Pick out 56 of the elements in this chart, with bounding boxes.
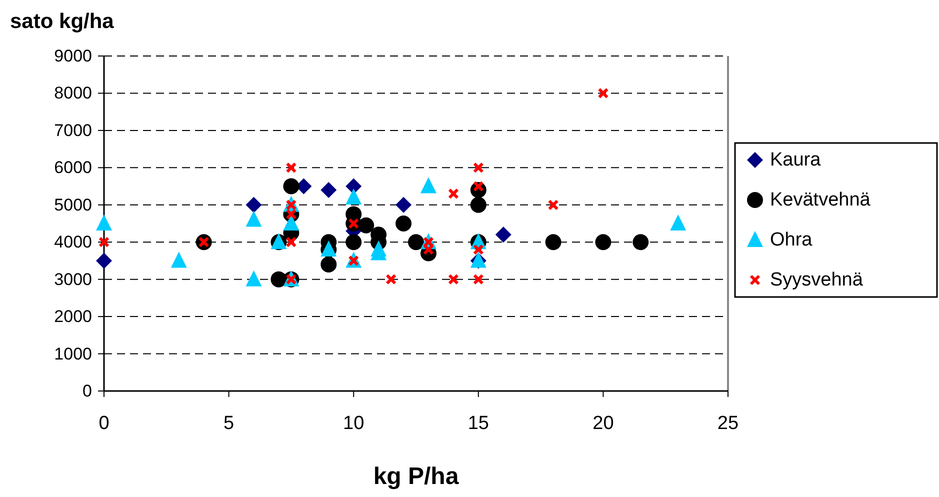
- point: [283, 214, 300, 230]
- y-tick-label: 4000: [54, 232, 92, 252]
- point: [448, 188, 459, 200]
- point: [495, 226, 512, 243]
- point: [246, 210, 262, 227]
- point: [448, 274, 459, 285]
- point: [286, 162, 297, 174]
- point: [98, 236, 110, 248]
- x-tick-label: 20: [592, 413, 614, 434]
- y-tick-label: 9000: [54, 46, 92, 66]
- y-tick-label: 6000: [54, 158, 92, 178]
- point: [346, 188, 362, 204]
- y-tick-label: 7000: [54, 120, 92, 140]
- point: [545, 234, 562, 250]
- point: [548, 199, 559, 210]
- y-tick-label: 1000: [54, 344, 92, 364]
- point: [470, 196, 486, 213]
- legend-label: Syysvehnä: [770, 270, 864, 290]
- point: [246, 196, 262, 213]
- point: [472, 244, 484, 256]
- point: [320, 182, 337, 198]
- point: [96, 214, 112, 230]
- point: [358, 217, 374, 234]
- y-tick-label: 3000: [54, 270, 92, 289]
- point: [346, 234, 362, 250]
- point: [246, 270, 262, 286]
- point: [420, 177, 436, 194]
- point: [170, 252, 187, 268]
- point: [472, 274, 484, 285]
- x-tick-label: 10: [343, 413, 364, 434]
- point: [595, 234, 612, 250]
- point: [96, 252, 112, 269]
- y-tick-label: 5000: [54, 195, 92, 214]
- point: [396, 196, 412, 213]
- point: [408, 234, 424, 250]
- point: [632, 234, 649, 250]
- x-tick-label: 15: [468, 413, 489, 434]
- x-tick-label: 0: [98, 413, 110, 434]
- point: [598, 88, 609, 99]
- y-axis-title: sato kg/ha: [10, 10, 114, 33]
- x-tick-label: 25: [717, 413, 739, 434]
- legend-label: Ohra: [770, 230, 813, 250]
- x-tick-label: 5: [224, 413, 234, 434]
- point: [283, 178, 300, 194]
- legend-label: Kaura: [770, 150, 822, 170]
- y-tick-label: 8000: [54, 84, 92, 103]
- point: [320, 256, 337, 272]
- point: [386, 274, 397, 285]
- x-axis-title: kg P/ha: [373, 463, 460, 490]
- y-tick-label: 2000: [54, 307, 92, 326]
- point: [472, 162, 484, 174]
- point: [286, 236, 297, 248]
- point: [396, 216, 412, 232]
- point: [670, 214, 686, 230]
- y-tick-label: 0: [82, 382, 92, 400]
- legend-label: Kevätvehnä: [770, 190, 871, 210]
